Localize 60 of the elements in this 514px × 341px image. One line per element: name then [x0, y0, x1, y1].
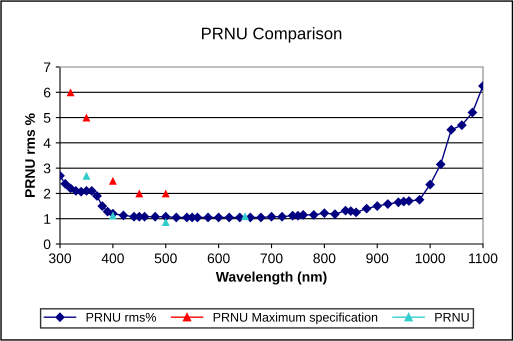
- point: [330, 210, 340, 219]
- point: [383, 199, 392, 209]
- y-tick-label: 0: [44, 239, 50, 250]
- point: [162, 189, 170, 198]
- point: [446, 125, 456, 134]
- point: [351, 208, 361, 218]
- point: [82, 172, 90, 180]
- x-tick-label: 800: [313, 253, 336, 264]
- y-tick-label: 5: [44, 113, 50, 123]
- legend-label: PRNU Maximum specification: [214, 312, 378, 324]
- point: [135, 189, 144, 198]
- point: [309, 210, 318, 220]
- point: [118, 210, 128, 220]
- y-tick-label: 4: [44, 138, 51, 148]
- x-axis-title: Wavelength (nm): [216, 272, 326, 285]
- point: [66, 88, 75, 96]
- point: [426, 180, 435, 190]
- point: [203, 212, 213, 222]
- point: [172, 212, 181, 222]
- point: [362, 204, 372, 214]
- chart-title: PRNU Comparison: [202, 27, 342, 43]
- point: [457, 120, 466, 130]
- point: [92, 191, 102, 201]
- point: [224, 212, 234, 222]
- x-tick-label: 500: [154, 253, 177, 264]
- point: [298, 210, 308, 220]
- y-tick-label: 6: [44, 88, 50, 98]
- legend-label: PRNU: [435, 312, 469, 322]
- point: [241, 212, 250, 220]
- x-tick-label: 1100: [469, 253, 498, 264]
- point: [372, 201, 382, 211]
- point: [266, 212, 276, 222]
- y-tick-label: 7: [44, 62, 50, 72]
- point: [256, 212, 266, 222]
- x-tick-label: 400: [102, 253, 124, 264]
- point: [162, 218, 170, 226]
- point: [214, 212, 224, 222]
- y-tick-label: 3: [44, 163, 50, 174]
- point: [60, 179, 70, 188]
- point: [235, 212, 244, 222]
- point: [108, 176, 117, 185]
- point: [82, 114, 90, 122]
- x-tick-label: 900: [366, 253, 388, 264]
- point: [150, 212, 160, 222]
- point: [108, 211, 117, 220]
- point: [277, 212, 287, 222]
- x-tick-label: 600: [208, 253, 230, 264]
- point: [246, 212, 255, 222]
- x-tick-label: 1000: [416, 253, 446, 264]
- x-tick-label: 300: [48, 253, 72, 264]
- y-tick-label: 2: [44, 188, 50, 198]
- point: [320, 208, 329, 218]
- point: [414, 195, 424, 204]
- y-axis-title: PRNU rms %: [25, 113, 35, 198]
- y-tick-label: 1: [44, 214, 50, 224]
- x-tick-label: 700: [260, 253, 283, 264]
- point: [98, 201, 107, 211]
- point: [468, 108, 478, 118]
- point: [436, 160, 446, 169]
- legend-label: PRNU rms%: [86, 312, 156, 322]
